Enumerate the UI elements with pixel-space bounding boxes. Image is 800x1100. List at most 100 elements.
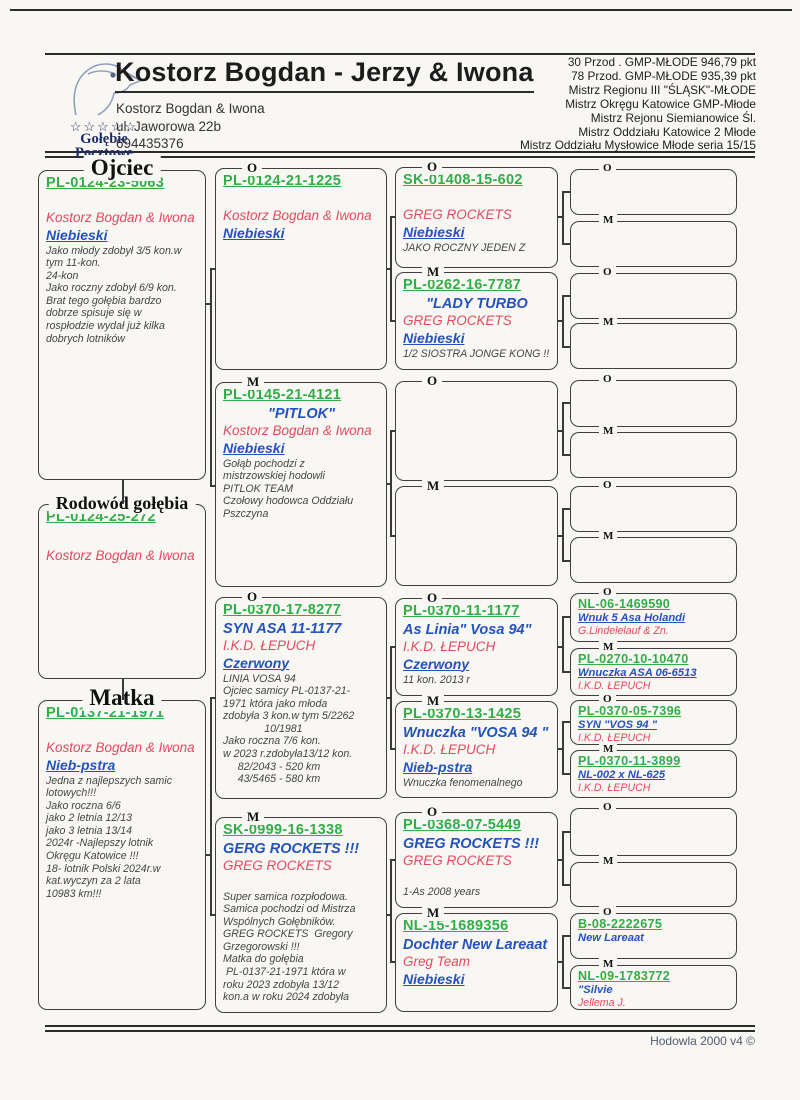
- breeder-address: Kostorz Bogdan & Iwona ul. Jaworowa 22b …: [116, 100, 265, 153]
- connector-line: [558, 646, 563, 648]
- box-g4-11: O PL-0370-05-7396 SYN "VOS 94 " I.K.D. Ł…: [570, 693, 737, 745]
- sex-label: O: [422, 373, 443, 389]
- notes-text: 1/2 SIOSTRA JONGE KONG !!: [403, 347, 550, 360]
- ring-number: NL-09-1783772: [578, 969, 671, 983]
- breeder-name: Kostorz Bogdan & Iwona: [46, 548, 195, 563]
- sex-label: O: [599, 266, 616, 278]
- box-g3-4: M: [395, 478, 558, 586]
- color-label: [403, 870, 551, 885]
- address-name: Kostorz Bogdan & Iwona: [116, 101, 265, 116]
- connector-line: [210, 697, 212, 916]
- pigeon-name: [223, 192, 380, 208]
- color-label: [403, 403, 551, 418]
- sex-label: M: [599, 641, 618, 653]
- sex-label: O: [599, 373, 616, 385]
- breeder-title: Kostorz Bogdan - Jerzy & Iwona: [115, 57, 534, 93]
- notes-text: Gołąb pochodzi z mistrzowskiej hodowli P…: [223, 457, 354, 520]
- connector-line: [562, 616, 564, 673]
- box-g2-1: O PL-0124-21-1225 Kostorz Bogdan & Iwona…: [215, 160, 387, 370]
- box-subject: Rodowód gołębia PL-0124-25-272 Kostorz B…: [38, 493, 206, 679]
- connector-line: [562, 935, 564, 989]
- breeder-name: GREG ROCKETS: [403, 853, 512, 868]
- connector-line: [562, 402, 564, 456]
- connector-line: [562, 508, 564, 562]
- connector-line: [558, 859, 563, 861]
- box-g4-10: M PL-0270-10-10470 Wnuczka ASA 06-6513 I…: [570, 641, 737, 696]
- connector-line: [212, 268, 216, 270]
- pigeon-name: New Lareaat: [578, 932, 644, 944]
- box-g3-7: O PL-0368-07-5449 GREG ROCKETS !!! GREG …: [395, 804, 558, 908]
- ring-number: SK-01408-15-602: [403, 172, 523, 188]
- pigeon-name: SYN "VOS 94 ": [578, 719, 658, 731]
- connector-line: [558, 535, 563, 537]
- sex-label: M: [599, 425, 618, 437]
- ring-number: PL-0270-10-10470: [578, 652, 689, 666]
- pigeon-name: Dochter New Lareaat: [403, 937, 548, 953]
- sex-label: M: [599, 316, 618, 328]
- notes-text: 1-As 2008 years: [403, 885, 481, 898]
- connector-line: [387, 483, 391, 485]
- connector-line: [564, 831, 570, 833]
- breeder-name: GREG ROCKETS: [403, 207, 512, 222]
- ring-number: B-08-2222675: [578, 917, 663, 931]
- sex-label: M: [422, 478, 445, 494]
- breeder-name: Kostorz Bogdan & Iwona: [46, 740, 195, 755]
- color-label: Niebieski: [403, 970, 465, 987]
- notes-text: 11 kon. 2013 r: [403, 673, 470, 686]
- connector-line: [564, 935, 570, 937]
- sex-label: M: [599, 530, 618, 542]
- box-g4-15: O B-08-2222675 New Lareaat: [570, 906, 737, 959]
- sex-label: O: [599, 906, 616, 918]
- box-mother: Matka PL-0137-21-1971 Kostorz Bogdan & I…: [38, 685, 206, 1010]
- ring-number: PL-0368-07-5449: [403, 817, 522, 833]
- breeder-name: I.K.D. ŁEPUCH: [403, 639, 496, 654]
- connector-line: [212, 697, 216, 699]
- ring-number: SK-0999-16-1338: [223, 822, 343, 838]
- pigeon-name: "PITLOK": [268, 406, 335, 422]
- connector-line: [564, 671, 570, 673]
- footer-rule: [45, 1025, 755, 1032]
- color-label: [403, 508, 551, 523]
- box-g3-1: O SK-01408-15-602 GREG ROCKETS Niebieski…: [395, 159, 558, 268]
- connector-line: [390, 216, 392, 322]
- software-credit: Hodowla 2000 v4 ©: [650, 1034, 755, 1048]
- header-rule-top: [45, 53, 755, 55]
- sex-label: O: [422, 159, 443, 175]
- connector-line: [564, 454, 570, 456]
- sex-label: O: [599, 693, 616, 705]
- box-g3-8: M NL-15-1689356 Dochter New Lareaat Greg…: [395, 905, 558, 1012]
- pigeon-name: [403, 191, 551, 207]
- sex-label: O: [242, 160, 263, 176]
- sex-label: O: [599, 479, 616, 491]
- box-g3-3: O: [395, 373, 558, 481]
- ring-number: NL-06-1469590: [578, 597, 671, 611]
- address-street: ul. Jaworowa 22b: [116, 118, 222, 134]
- connector-line: [564, 616, 570, 618]
- pigeon-name: "LADY TURBO: [426, 296, 528, 312]
- logo-stars: ☆☆☆☆☆: [69, 119, 139, 134]
- connector-line: [564, 773, 570, 775]
- pigeon-name: Wnuk 5 Asa Holandi: [578, 612, 686, 624]
- notes-text: Super samica rozpłodowa. Samica pochodzi…: [223, 890, 356, 1004]
- connector-line: [387, 697, 391, 699]
- achievement-line: Mistrz Okręgu Katowice GMP-Młode: [565, 96, 756, 111]
- connector-line: [392, 748, 395, 750]
- connector-line: [392, 859, 395, 861]
- box-g4-16: M NL-09-1783772 "Silvie Jellema J.: [570, 958, 737, 1010]
- pigeon-name: As Linia" Vosa 94": [403, 622, 532, 638]
- connector-line: [392, 216, 395, 218]
- ring-number: PL-0370-17-8277: [223, 602, 342, 618]
- notes-text: Wnuczka fenomenalnego: [403, 776, 523, 789]
- connector-line: [392, 646, 395, 648]
- connector-line: [564, 295, 570, 297]
- connector-line: [390, 430, 392, 537]
- connector-line: [558, 216, 563, 218]
- sex-label: M: [242, 374, 265, 390]
- breeder-name: Kostorz Bogdan & Iwona: [46, 210, 195, 225]
- pigeon-name: Wnuczka "VOSA 94 ": [403, 725, 549, 741]
- box-g4-3: O: [570, 266, 737, 319]
- pigeon-name: [46, 724, 199, 740]
- sex-label: O: [422, 804, 443, 820]
- pigeon-name: "Silvie: [578, 984, 613, 996]
- box-g2-3: O PL-0370-17-8277 SYN ASA 11-1177 I.K.D.…: [215, 589, 387, 799]
